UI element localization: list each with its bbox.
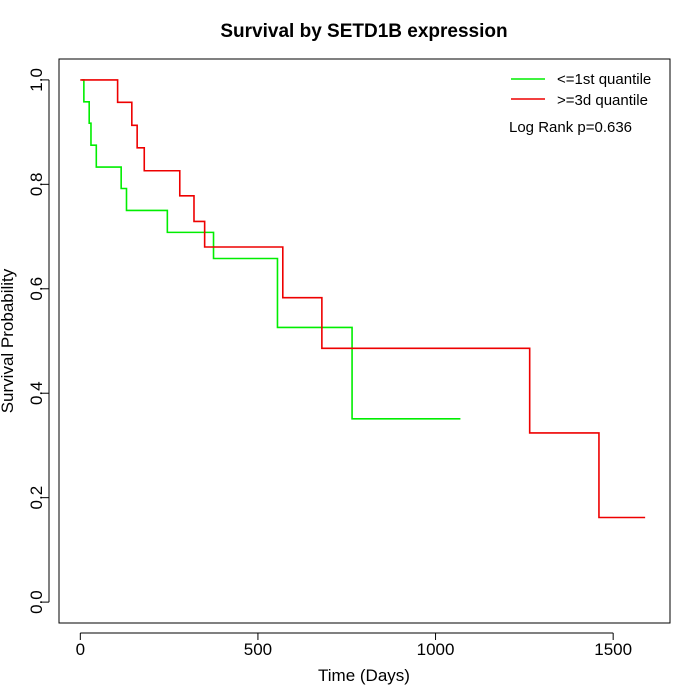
survival-curve-low-quantile — [82, 79, 461, 420]
x-tick-label: 0 — [76, 640, 85, 659]
x-axis-label: Time (Days) — [318, 666, 410, 685]
chart-title: Survival by SETD1B expression — [220, 21, 507, 42]
legend-label-high-quantile: >=3d quantile — [557, 92, 648, 109]
y-tick-label: 0.0 — [27, 590, 46, 614]
series-layer — [80, 79, 646, 519]
y-tick-label: 0.6 — [27, 277, 46, 301]
x-tick-label: 1000 — [417, 640, 455, 659]
plot-frame — [58, 58, 671, 624]
y-tick-label: 0.2 — [27, 486, 46, 510]
y-axis-label: Survival Probability — [0, 268, 17, 413]
log-rank-annotation: Log Rank p=0.636 — [509, 119, 632, 136]
legend-label-low-quantile: <=1st quantile — [557, 71, 651, 88]
survival-curve-high-quantile — [80, 79, 646, 519]
legend: <=1st quantile >=3d quantile — [511, 71, 651, 109]
y-axis: 0.0 0.2 0.4 0.6 0.8 1.0 — [27, 68, 50, 614]
y-tick-label: 1.0 — [27, 68, 46, 92]
x-tick-label: 1500 — [594, 640, 632, 659]
x-axis: 0 500 1000 1500 — [76, 632, 632, 659]
y-tick-label: 0.8 — [27, 173, 46, 197]
x-tick-label: 500 — [244, 640, 272, 659]
y-tick-label: 0.4 — [27, 381, 46, 405]
